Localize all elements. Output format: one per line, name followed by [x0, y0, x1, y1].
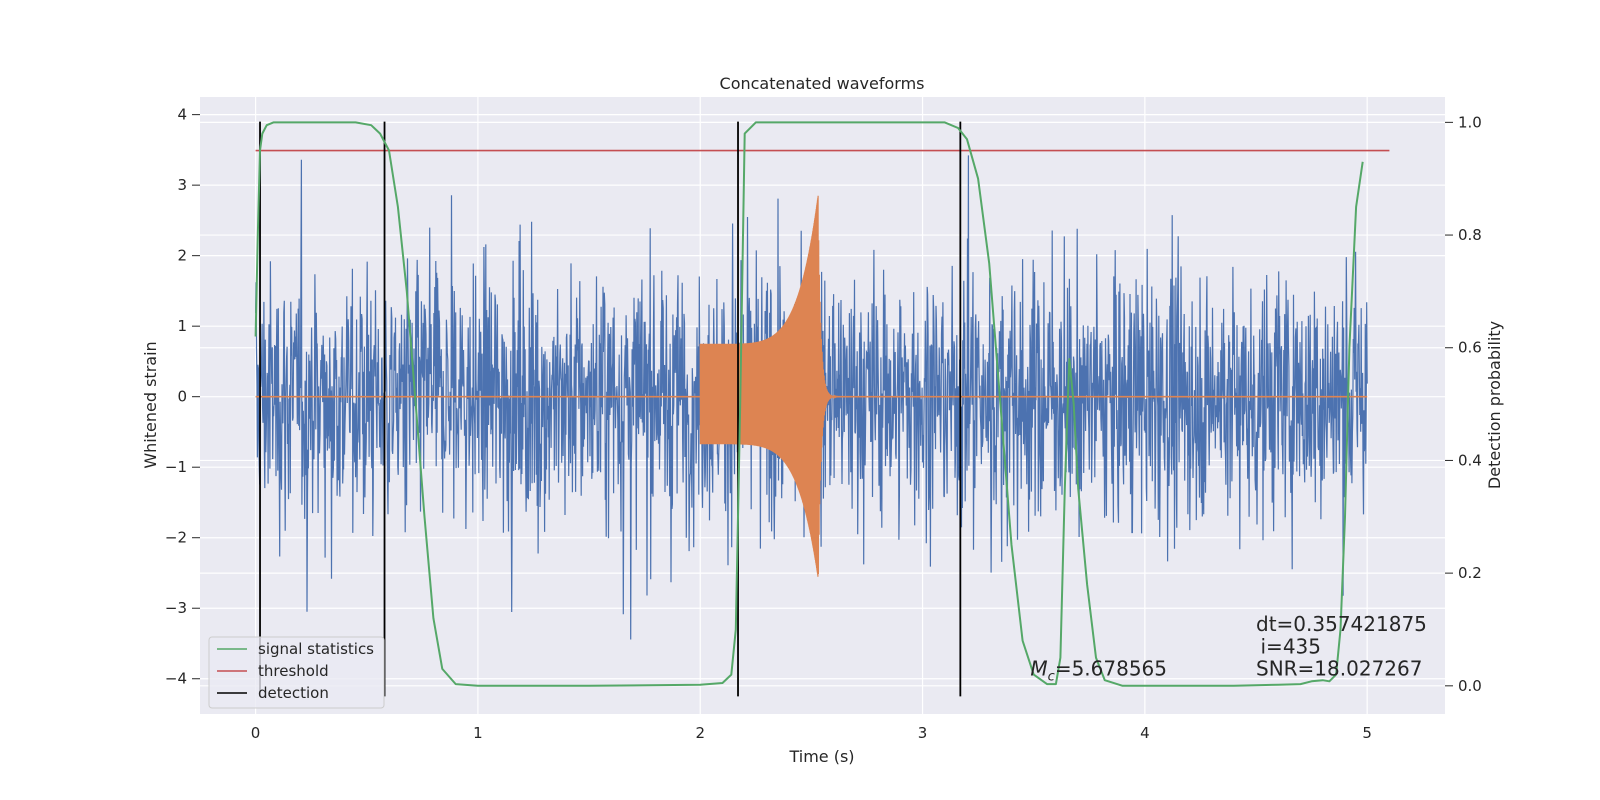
legend-threshold-label: threshold [258, 662, 329, 680]
x-ticks: 0 1 2 3 4 5 [251, 724, 1372, 742]
y-right-tick-label: 0.0 [1458, 677, 1482, 695]
x-tick-label: 1 [473, 724, 483, 742]
annotation-mc-value: =5.678565 [1055, 657, 1167, 681]
annotation-mc-symbol: M [1030, 657, 1047, 681]
y-right-tick-label: 1.0 [1458, 113, 1482, 131]
plot-area [200, 97, 1445, 714]
y-left-tick-label: 1 [177, 317, 187, 335]
legend-signal-label: signal statistics [258, 640, 374, 658]
x-tick-label: 5 [1362, 724, 1372, 742]
signal-statistics-line [254, 121, 1364, 687]
y-right-ticks: 0.0 0.2 0.4 0.6 0.8 1.0 [1445, 113, 1482, 695]
y-left-ticks: −4 −3 −2 −1 0 1 2 3 4 [165, 106, 200, 688]
x-axis-label: Time (s) [788, 747, 854, 766]
x-tick-label: 3 [918, 724, 928, 742]
y-right-tick-label: 0.8 [1458, 226, 1482, 244]
y-right-tick-label: 0.4 [1458, 451, 1482, 469]
y-left-tick-label: 4 [177, 106, 187, 124]
annotation-mc-subscript: c [1048, 670, 1055, 685]
annotation-dt: dt=0.357421875 [1256, 612, 1427, 636]
chart-title: Concatenated waveforms [720, 74, 925, 93]
y-left-tick-label: −4 [165, 670, 187, 688]
y-left-tick-label: 3 [177, 176, 187, 194]
x-tick-label: 2 [695, 724, 705, 742]
legend-box [208, 636, 385, 709]
y-right-axis-label: Detection probability [1485, 321, 1504, 489]
y-right-tick-label: 0.6 [1458, 339, 1482, 357]
y-left-axis-label: Whitened strain [141, 341, 160, 468]
x-tick-label: 0 [251, 724, 261, 742]
annotation-chirp-mass: Mc=5.678565 [1030, 657, 1167, 685]
annotation-i: i=435 [1261, 635, 1322, 659]
y-left-tick-label: 0 [177, 388, 187, 406]
y-left-tick-label: 2 [177, 247, 187, 265]
x-tick-label: 4 [1140, 724, 1150, 742]
y-left-tick-label: −2 [165, 529, 187, 547]
y-right-tick-label: 0.2 [1458, 564, 1482, 582]
series-layer [254, 121, 1390, 697]
legend-detection-label: detection [258, 684, 329, 702]
legend: signal statistics threshold detection [208, 636, 385, 709]
y-left-tick-label: −3 [165, 599, 187, 617]
annotation-snr: SNR=18.027267 [1256, 657, 1422, 681]
annotations: dt=0.357421875 i=435 SNR=18.027267 Mc=5.… [1030, 612, 1427, 685]
waveform-chirp-line [699, 195, 839, 577]
y-left-tick-label: −1 [165, 458, 187, 476]
